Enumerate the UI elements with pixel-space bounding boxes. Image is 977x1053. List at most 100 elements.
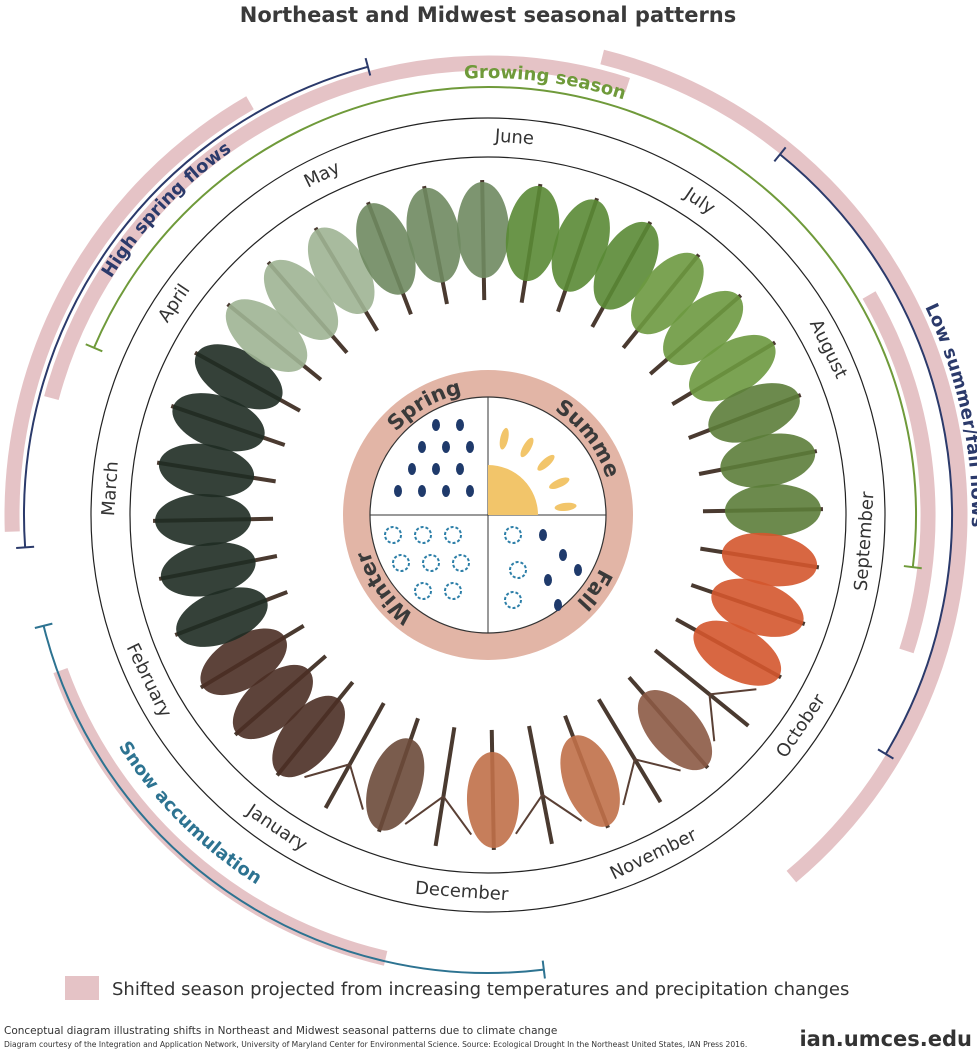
tree-crown <box>200 628 287 696</box>
tree-crown <box>155 493 252 546</box>
growing-label: Growing season <box>464 62 629 104</box>
month-label: January <box>242 800 311 856</box>
raindrop <box>554 599 562 611</box>
raindrop <box>539 529 547 541</box>
tree-branch <box>634 758 681 772</box>
legend-swatch <box>65 976 99 1000</box>
tree-crown <box>272 695 345 778</box>
tree-crown <box>708 383 800 443</box>
snowflake <box>504 526 522 544</box>
snowflake <box>414 582 432 600</box>
tree-crown <box>225 299 308 372</box>
snow-line-cap <box>34 622 53 629</box>
snow-line <box>42 625 544 974</box>
sun-ray <box>554 502 577 511</box>
tree-crown <box>356 203 416 295</box>
tree-crown <box>663 290 744 366</box>
tree-crown <box>724 484 821 537</box>
title: Northeast and Midwest seasonal patterns <box>240 3 737 27</box>
month-label: May <box>301 157 344 192</box>
sun-ray <box>520 437 534 458</box>
outer-ring <box>90 117 886 913</box>
tree-branch <box>541 793 583 822</box>
tree-branch <box>515 794 544 835</box>
tree-crown <box>307 227 375 314</box>
snowflake <box>452 554 470 572</box>
low-flow-line <box>779 153 954 755</box>
logo: ian.umces.edu <box>799 1027 972 1051</box>
tree-branch <box>709 688 757 696</box>
growing-line <box>93 86 917 568</box>
tree-branch <box>442 795 473 836</box>
sun <box>488 465 538 515</box>
snowflake <box>392 554 410 572</box>
snowflake <box>414 526 432 544</box>
tree-crown <box>172 393 265 452</box>
low-flow-line-cap <box>877 748 894 760</box>
month-label: February <box>122 640 176 721</box>
raindrop <box>456 463 464 475</box>
raindrop <box>466 485 474 497</box>
snowflake <box>422 554 440 572</box>
tree-trunk <box>597 698 663 804</box>
caption: Conceptual diagram illustrating shifts i… <box>4 1025 557 1037</box>
sun-ray <box>499 427 509 450</box>
tree-trunk <box>433 727 457 847</box>
tree-crown <box>711 578 804 637</box>
tree-trunk <box>323 702 386 809</box>
tree-branch <box>404 795 445 825</box>
snow-line-cap <box>541 960 546 979</box>
month-label: August <box>805 316 851 382</box>
month-label: December <box>414 878 509 906</box>
raindrop <box>559 549 567 561</box>
month-label: March <box>98 460 123 516</box>
tree-crown <box>560 735 620 827</box>
low-flow-line-cap <box>773 146 787 163</box>
month-label: June <box>493 126 535 150</box>
tree-branch <box>622 759 636 806</box>
snowflake <box>444 582 462 600</box>
tree-crown <box>693 620 782 686</box>
shifted-band <box>53 668 388 966</box>
tree-trunk <box>527 725 554 845</box>
tree-crown <box>263 259 339 340</box>
credit: Diagram courtesy of the Integration and … <box>4 1040 747 1049</box>
growing-line-cap <box>85 343 103 353</box>
spring-flow-line-cap <box>364 57 372 76</box>
shifted-band <box>44 55 630 400</box>
tree-crown <box>366 738 425 831</box>
growing-label-path: Growing season <box>464 62 629 104</box>
raindrop <box>394 485 402 497</box>
tree-crown <box>176 587 268 647</box>
tree-crown <box>721 532 818 587</box>
raindrop <box>466 441 474 453</box>
tree-branch <box>304 763 351 779</box>
sun-ray <box>537 454 555 471</box>
raindrop <box>544 574 552 586</box>
tree-crown <box>158 443 255 498</box>
raindrop <box>456 419 464 431</box>
tree-branch <box>708 694 716 742</box>
tree-crown <box>689 334 776 402</box>
raindrop <box>418 485 426 497</box>
spring-flow-line <box>23 65 369 548</box>
raindrop <box>574 564 582 576</box>
spring-flow-line-cap <box>16 545 35 549</box>
raindrop <box>442 485 450 497</box>
snowflake <box>509 561 527 579</box>
tree-crown <box>406 187 461 283</box>
raindrop <box>442 441 450 453</box>
tree-crown <box>160 542 256 597</box>
tree-branch <box>348 763 364 810</box>
tree-crown <box>466 751 519 848</box>
snowflake <box>444 526 462 544</box>
shifted-band <box>4 96 254 532</box>
tree-trunk <box>653 648 750 728</box>
tree-crown <box>232 664 313 740</box>
growing-line-cap <box>903 565 922 570</box>
raindrop <box>408 463 416 475</box>
tree-crown <box>637 690 713 771</box>
sun-ray <box>549 477 570 490</box>
